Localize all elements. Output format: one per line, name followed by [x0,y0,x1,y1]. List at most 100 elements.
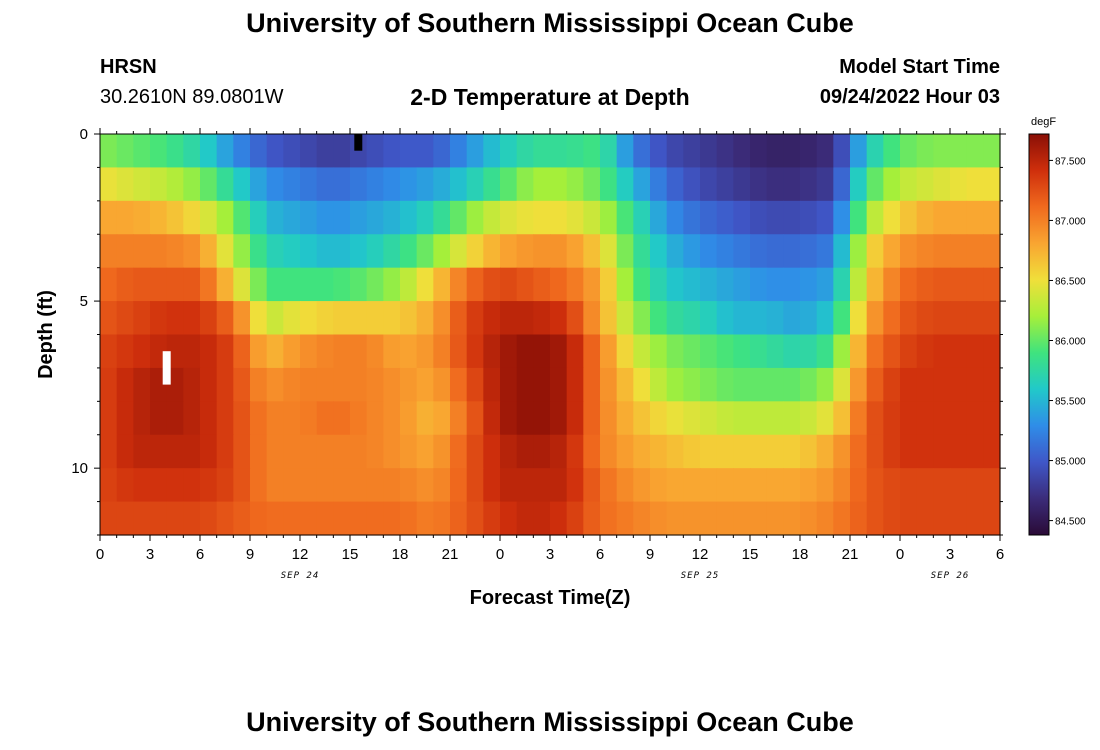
heatmap-cell [866,267,884,302]
heatmap-cell [816,267,834,302]
heatmap-cell [983,434,1001,469]
heatmap-cell [583,267,601,302]
heatmap-cell [350,367,368,402]
heatmap-cell [450,301,468,336]
heatmap-cell [400,200,418,235]
heatmap-cell [583,200,601,235]
heatmap-cell [166,301,184,336]
model-start-value: 09/24/2022 Hour 03 [819,86,1000,108]
heatmap-cell [250,401,268,436]
heatmap-cell [700,468,718,503]
heatmap-cell [316,434,334,469]
heatmap-cell [566,468,584,503]
x-tick-label: 9 [646,546,654,563]
page-title: University of Southern Mississippi Ocean… [246,8,854,38]
heatmap-cell [850,434,868,469]
heatmap-cell [200,134,218,169]
heatmap-cell [200,234,218,269]
heatmap-cell [883,468,901,503]
heatmap-cell [300,267,318,302]
heatmap-cell [533,301,551,336]
heatmap-cell [533,167,551,202]
heatmap-cell [416,234,434,269]
heatmap-cell [133,334,151,369]
heatmap-cell [783,167,801,202]
heatmap-cell [816,434,834,469]
heatmap-cell [250,501,268,536]
heatmap-cell [950,468,968,503]
heatmap-cell [400,501,418,536]
heatmap-cell [766,468,784,503]
heatmap-cell [566,234,584,269]
heatmap-cell [983,134,1001,169]
heatmap-cell [833,367,851,402]
heatmap-cell [983,501,1001,536]
heatmap-cell [783,234,801,269]
heatmap-cell [300,234,318,269]
heatmap-cell [733,234,751,269]
heatmap-cell [366,468,384,503]
heatmap-cell [333,468,351,503]
heatmap-cell [483,167,501,202]
heatmap-cell [700,134,718,169]
heatmap-cell [816,301,834,336]
heatmap-cell [133,234,151,269]
heatmap-cell [833,468,851,503]
heatmap-cell [933,334,951,369]
heatmap-cell [800,234,818,269]
heatmap-cell [133,134,151,169]
heatmap-cell [400,134,418,169]
heatmap-cell [983,468,1001,503]
heatmap-cell [800,468,818,503]
heatmap-cell [350,468,368,503]
heatmap-cell [166,267,184,302]
heatmap-cell [750,334,768,369]
heatmap-cell [783,134,801,169]
heatmap-cell [150,501,168,536]
heatmap-cell [966,301,984,336]
heatmap-cell [233,367,251,402]
heatmap-cell [366,134,384,169]
heatmap-cell [366,434,384,469]
heatmap-cell [600,367,618,402]
heatmap-cell [733,334,751,369]
heatmap-cell [700,234,718,269]
y-tick-label: 0 [80,126,88,143]
heatmap-cell [383,267,401,302]
x-axis-title: Forecast Time(Z) [470,587,631,609]
heatmap-cell [766,401,784,436]
heatmap-cell [983,167,1001,202]
heatmap-cell [550,234,568,269]
heatmap-cell [366,200,384,235]
heatmap-cell [483,334,501,369]
heatmap-cell [850,334,868,369]
heatmap-cell [666,401,684,436]
heatmap-cell [316,234,334,269]
heatmap-cell [816,501,834,536]
heatmap-cell [516,401,534,436]
heatmap-cell [400,401,418,436]
heatmap-cell [100,401,118,436]
x-date-label: SEP 26 [931,571,970,581]
heatmap-cell [583,301,601,336]
x-tick-label: 3 [946,546,954,563]
heatmap-cell [966,468,984,503]
heatmap-cell [950,401,968,436]
heatmap-cell [966,434,984,469]
heatmap-cell [116,401,134,436]
heatmap-cell [633,401,651,436]
heatmap-cell [200,334,218,369]
heatmap-cell [883,367,901,402]
marker-white-bar [162,351,171,385]
heatmap-cell [316,301,334,336]
heatmap-cell [733,434,751,469]
heatmap-cell [516,501,534,536]
heatmap-cell [100,434,118,469]
heatmap-cell [816,468,834,503]
x-tick-label: 6 [596,546,604,563]
heatmap-cell [100,167,118,202]
heatmap-cell [400,301,418,336]
heatmap-cell [433,401,451,436]
heatmap-cell [533,401,551,436]
